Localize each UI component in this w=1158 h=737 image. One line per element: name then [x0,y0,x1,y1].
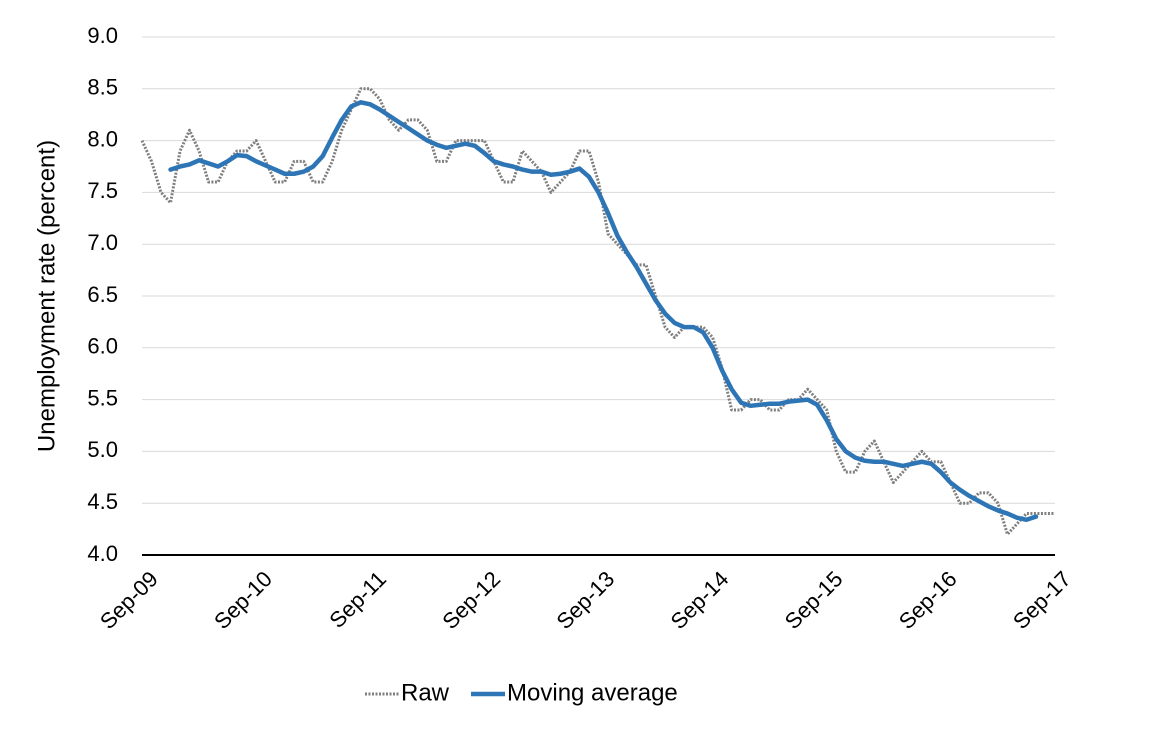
y-tick-label: 6.5 [87,282,118,307]
y-tick-label: 5.5 [87,385,118,410]
y-tick-label: 4.0 [87,541,118,566]
line-series [168,100,1039,523]
y-tick-label: 7.5 [87,178,118,203]
line-series [140,87,1055,536]
x-tick-label: Sep-15 [780,566,848,634]
x-tick-label: Sep-10 [209,566,277,634]
y-axis-label: Unemployment rate (percent) [33,140,60,452]
y-tick-label: 8.5 [87,75,118,100]
y-tick-label: 9.0 [87,23,118,48]
x-tick-label: Sep-14 [666,566,734,634]
y-tick-label: 6.0 [87,334,118,359]
x-tick-label: Sep-11 [324,566,391,633]
y-tick-label: 7.0 [87,230,118,255]
y-tick-label: 4.5 [87,489,118,514]
x-tick-label: Sep-12 [437,566,505,634]
legend-label: Raw [401,679,450,706]
y-tick-label: 5.0 [87,437,118,462]
x-tick-label: Sep-13 [552,566,620,634]
x-tick-label: Sep-09 [95,566,163,634]
x-tick-label: Sep-17 [1008,566,1076,634]
legend-label: Moving average [507,679,678,706]
x-tick-label: Sep-16 [894,566,962,634]
y-tick-label: 8.0 [87,126,118,151]
